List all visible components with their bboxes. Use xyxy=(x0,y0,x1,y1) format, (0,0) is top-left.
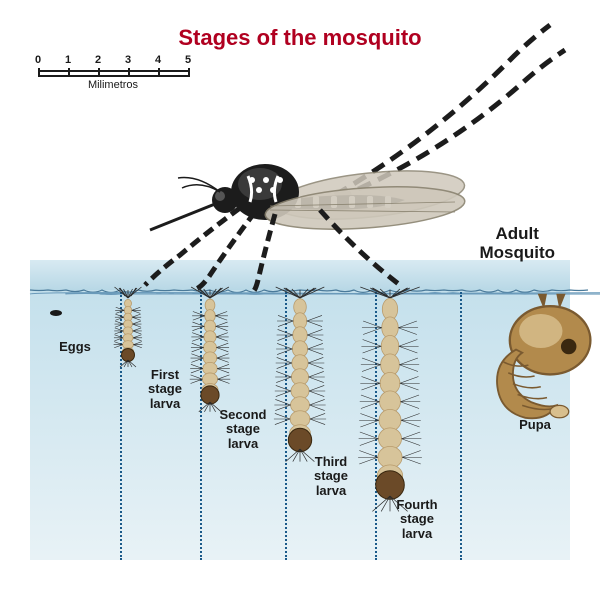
label-larva2: Secondstagelarva xyxy=(208,408,278,451)
label-pupa: Pupa xyxy=(500,418,570,432)
label-eggs: Eggs xyxy=(40,340,110,354)
label-larva4: Fourthstagelarva xyxy=(382,498,452,541)
adult-mosquito xyxy=(170,80,590,320)
diagram-title: Stages of the mosquito xyxy=(0,25,600,51)
divider xyxy=(460,292,462,560)
scale-ruler: 012345Milimetros xyxy=(38,58,188,98)
label-larva1: Firststagelarva xyxy=(130,368,200,411)
egg xyxy=(48,308,64,318)
diagram-canvas: Stages of the mosquito 012345Milimetros … xyxy=(0,0,600,600)
label-larva3: Thirdstagelarva xyxy=(296,455,366,498)
adult-mosquito-label: AdultMosquito xyxy=(479,225,555,262)
